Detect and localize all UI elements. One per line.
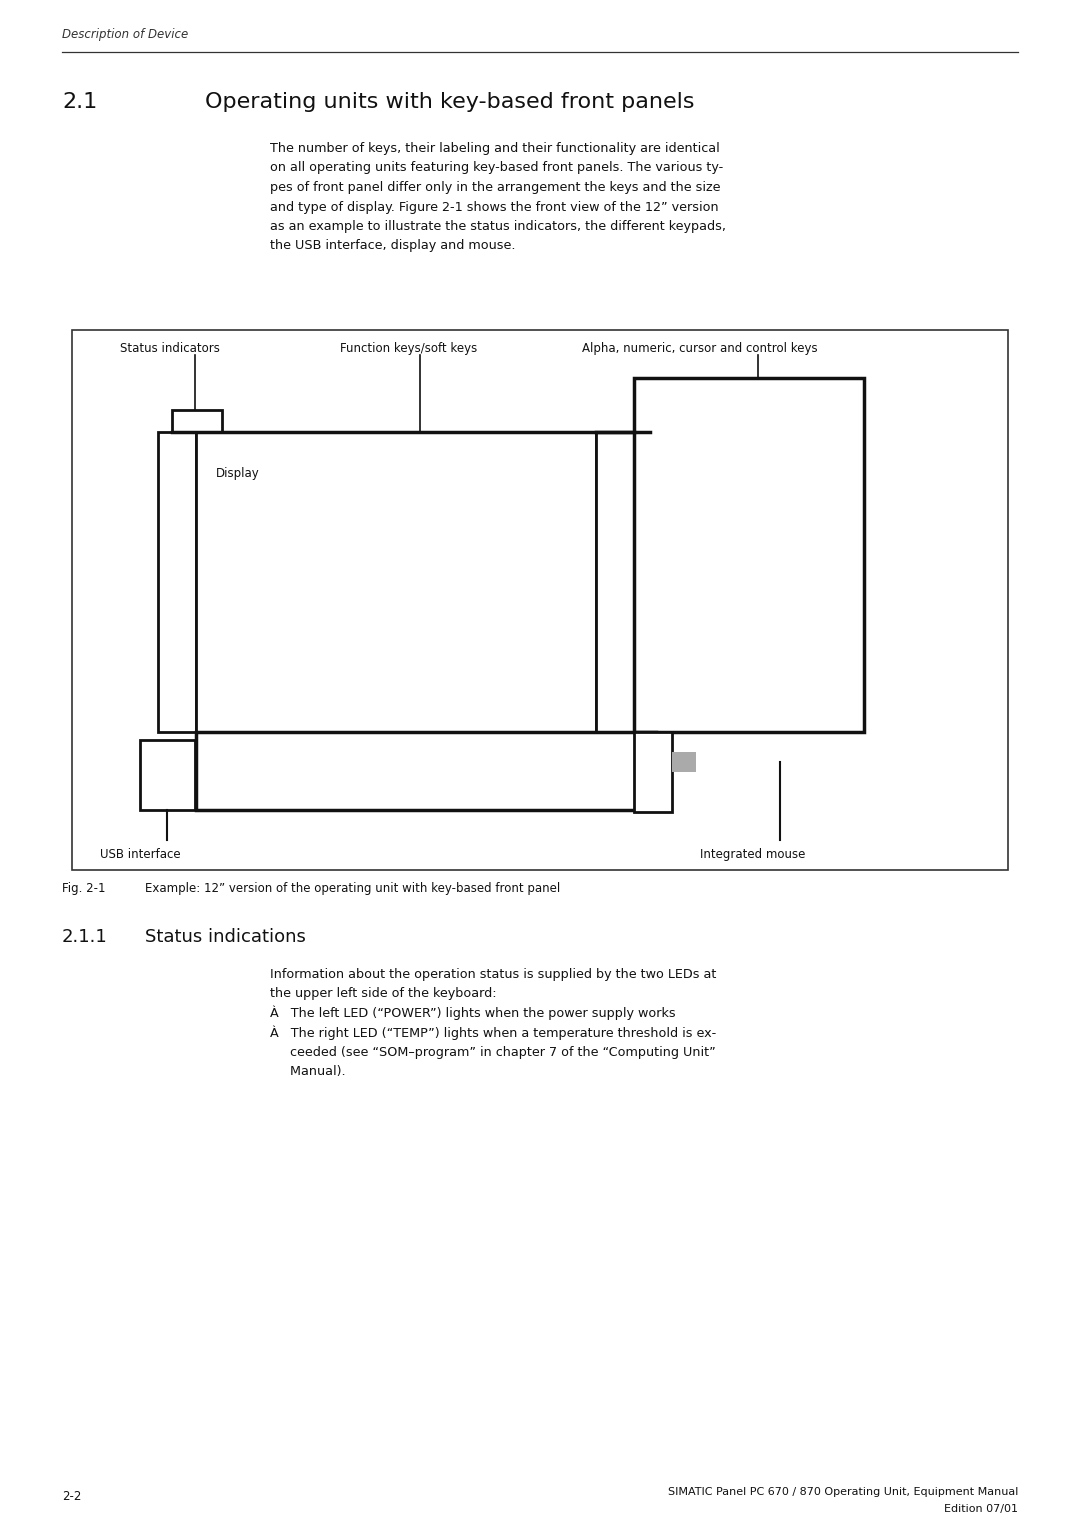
Text: the USB interface, display and mouse.: the USB interface, display and mouse. (270, 240, 515, 252)
Bar (672, 752, 696, 772)
Bar (140, 740, 195, 810)
Text: pes of front panel differ only in the arrangement the keys and the size: pes of front panel differ only in the ar… (270, 180, 720, 194)
Text: the upper left side of the keyboard:: the upper left side of the keyboard: (270, 987, 497, 1001)
Bar (634, 732, 672, 811)
Text: 2.1: 2.1 (62, 92, 97, 112)
Bar (172, 410, 222, 432)
Text: Operating units with key-based front panels: Operating units with key-based front pan… (205, 92, 694, 112)
Text: Function keys/soft keys: Function keys/soft keys (340, 342, 477, 354)
Text: Manual).: Manual). (270, 1065, 346, 1079)
Text: on all operating units featuring key-based front panels. The various ty-: on all operating units featuring key-bas… (270, 162, 724, 174)
Text: Description of Device: Description of Device (62, 28, 188, 41)
Text: 2-2: 2-2 (62, 1490, 81, 1504)
Text: Example: 12” version of the operating unit with key-based front panel: Example: 12” version of the operating un… (145, 882, 561, 895)
Text: Display: Display (216, 468, 260, 480)
Bar (195, 432, 596, 732)
Bar (634, 377, 864, 732)
Bar (195, 732, 656, 810)
Text: À   The left LED (“POWER”) lights when the power supply works: À The left LED (“POWER”) lights when the… (270, 1005, 676, 1021)
Text: Fig. 2-1: Fig. 2-1 (62, 882, 106, 895)
Text: USB interface: USB interface (100, 848, 180, 860)
Text: SIMATIC Panel PC 670 / 870 Operating Unit, Equipment Manual: SIMATIC Panel PC 670 / 870 Operating Uni… (667, 1487, 1018, 1497)
Bar (596, 432, 634, 732)
Text: and type of display. Figure 2-1 shows the front view of the 12” version: and type of display. Figure 2-1 shows th… (270, 200, 718, 214)
Bar (72, 330, 1008, 869)
Text: 2.1.1: 2.1.1 (62, 927, 108, 946)
Text: Integrated mouse: Integrated mouse (700, 848, 806, 860)
Text: Information about the operation status is supplied by the two LEDs at: Information about the operation status i… (270, 969, 716, 981)
Bar (158, 432, 195, 732)
Text: Alpha, numeric, cursor and control keys: Alpha, numeric, cursor and control keys (582, 342, 818, 354)
Text: as an example to illustrate the status indicators, the different keypads,: as an example to illustrate the status i… (270, 220, 726, 232)
Text: À   The right LED (“TEMP”) lights when a temperature threshold is ex-: À The right LED (“TEMP”) lights when a t… (270, 1025, 716, 1039)
Text: ceeded (see “SOM–program” in chapter 7 of the “Computing Unit”: ceeded (see “SOM–program” in chapter 7 o… (270, 1047, 716, 1059)
Text: Edition 07/01: Edition 07/01 (944, 1504, 1018, 1514)
Text: The number of keys, their labeling and their functionality are identical: The number of keys, their labeling and t… (270, 142, 719, 154)
Text: Status indications: Status indications (145, 927, 306, 946)
Text: Status indicators: Status indicators (120, 342, 220, 354)
